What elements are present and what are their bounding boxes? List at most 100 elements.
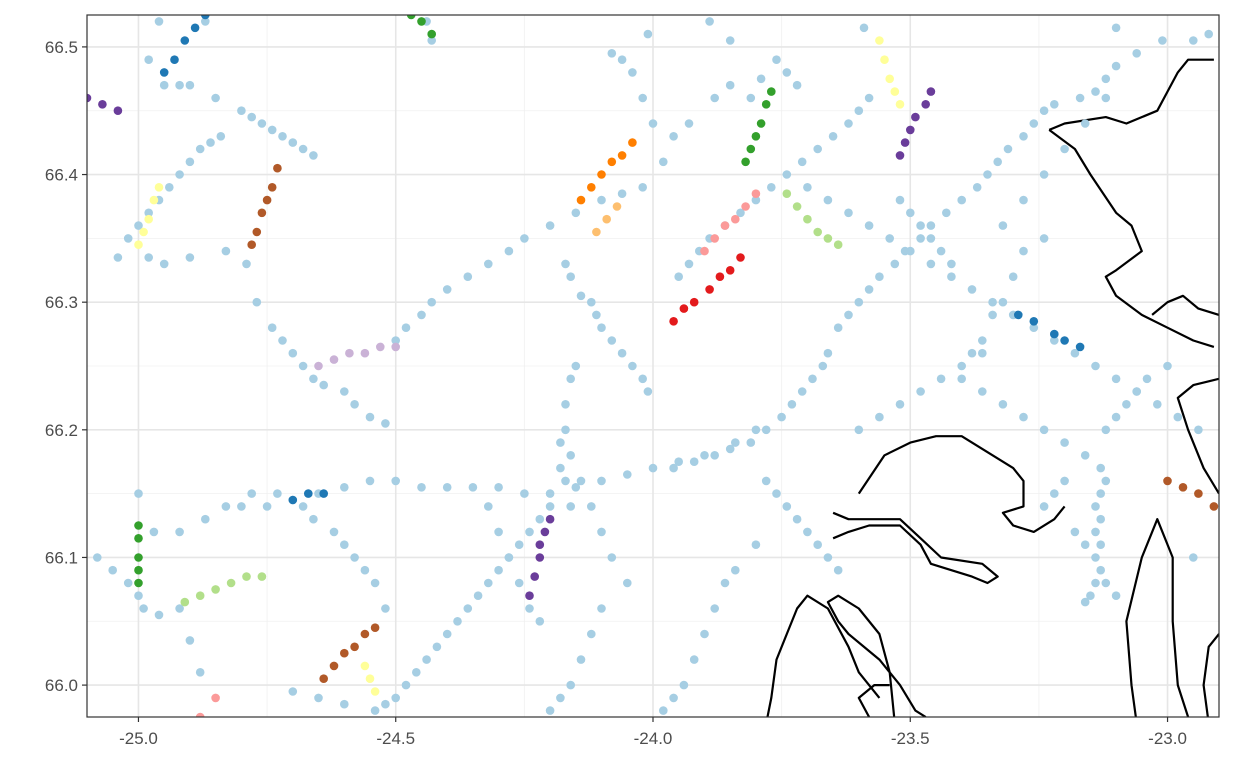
background-point [833,565,843,575]
series-point [1194,489,1203,498]
background-point [525,527,534,537]
background-point [520,234,529,243]
background-point [566,502,575,511]
background-point [1075,93,1085,103]
series-point [720,221,730,230]
coastline-path [766,594,881,717]
series-point [370,687,380,696]
series-point [211,585,220,594]
background-point [710,451,719,460]
series-point [417,17,426,26]
background-point [93,553,102,562]
series-point [87,93,92,103]
background-point [535,617,545,626]
background-point [154,610,164,620]
series-point [530,572,539,581]
series-point [833,240,843,249]
background-point [906,246,915,256]
series-point [906,125,915,135]
background-point [823,348,833,358]
series-point [319,489,329,498]
series-point [262,195,272,205]
background-point [746,93,756,103]
background-point [185,80,195,90]
background-point [628,68,637,77]
series-point [180,597,190,607]
series-point [314,361,323,371]
background-point [705,17,714,26]
series-point [211,693,220,703]
background-point [607,49,617,58]
background-point [278,336,287,345]
background-point [576,655,586,664]
background-point [216,132,226,141]
background-point [139,604,148,613]
background-point [545,502,555,511]
y-tick-label: 66.1 [45,548,78,567]
background-point [669,463,678,473]
background-point [864,221,874,230]
series-point [700,246,709,256]
background-point [504,553,514,562]
background-point [875,272,884,282]
background-point [329,527,339,537]
series-point [689,297,699,307]
series-point [134,521,143,530]
background-point [808,374,817,384]
y-tick-label: 66.5 [45,38,78,57]
background-point [1101,425,1111,435]
background-point [237,106,246,115]
background-point [1091,578,1100,588]
background-point [242,259,251,269]
series-point [535,553,545,562]
series-track-9 [782,189,843,249]
background-point [417,483,426,492]
background-point [607,336,617,345]
background-point [916,387,925,396]
background-point [926,221,936,230]
series-point [370,623,380,632]
series-track-4 [247,163,282,249]
background-point [1101,476,1111,486]
background-point [504,246,514,256]
series-track-15 [288,489,329,505]
background-point [659,157,668,167]
coastline-path [1202,633,1219,717]
background-point [628,361,637,371]
series-track-12 [895,87,936,160]
background-point [123,578,133,588]
background-point [674,457,683,467]
series-track-13 [1014,310,1085,352]
background-point [154,17,164,26]
series-point [715,272,725,282]
series-track-20 [360,661,380,696]
background-point [797,387,807,396]
series-point [134,565,143,575]
series-point [350,642,359,652]
background-point [556,463,565,473]
background-point [1050,100,1059,109]
background-point [782,502,792,511]
background-point [262,502,272,511]
background-point [623,578,632,588]
x-tick-label: -25.0 [119,729,158,748]
background-point [823,195,833,205]
background-point [514,540,524,549]
series-point [576,195,586,205]
background-point [201,514,210,524]
background-point [1039,106,1049,115]
background-point [597,476,606,486]
series-point [329,661,339,671]
series-point [144,214,153,224]
series-point [1014,310,1023,320]
background-point [587,629,596,639]
background-point [792,514,802,524]
series-point [113,106,123,115]
series-track-14 [314,342,401,371]
background-point [592,310,601,320]
series-point [98,100,107,109]
series-point [612,202,622,211]
background-point [391,336,401,345]
y-tick-label: 66.4 [45,166,78,185]
